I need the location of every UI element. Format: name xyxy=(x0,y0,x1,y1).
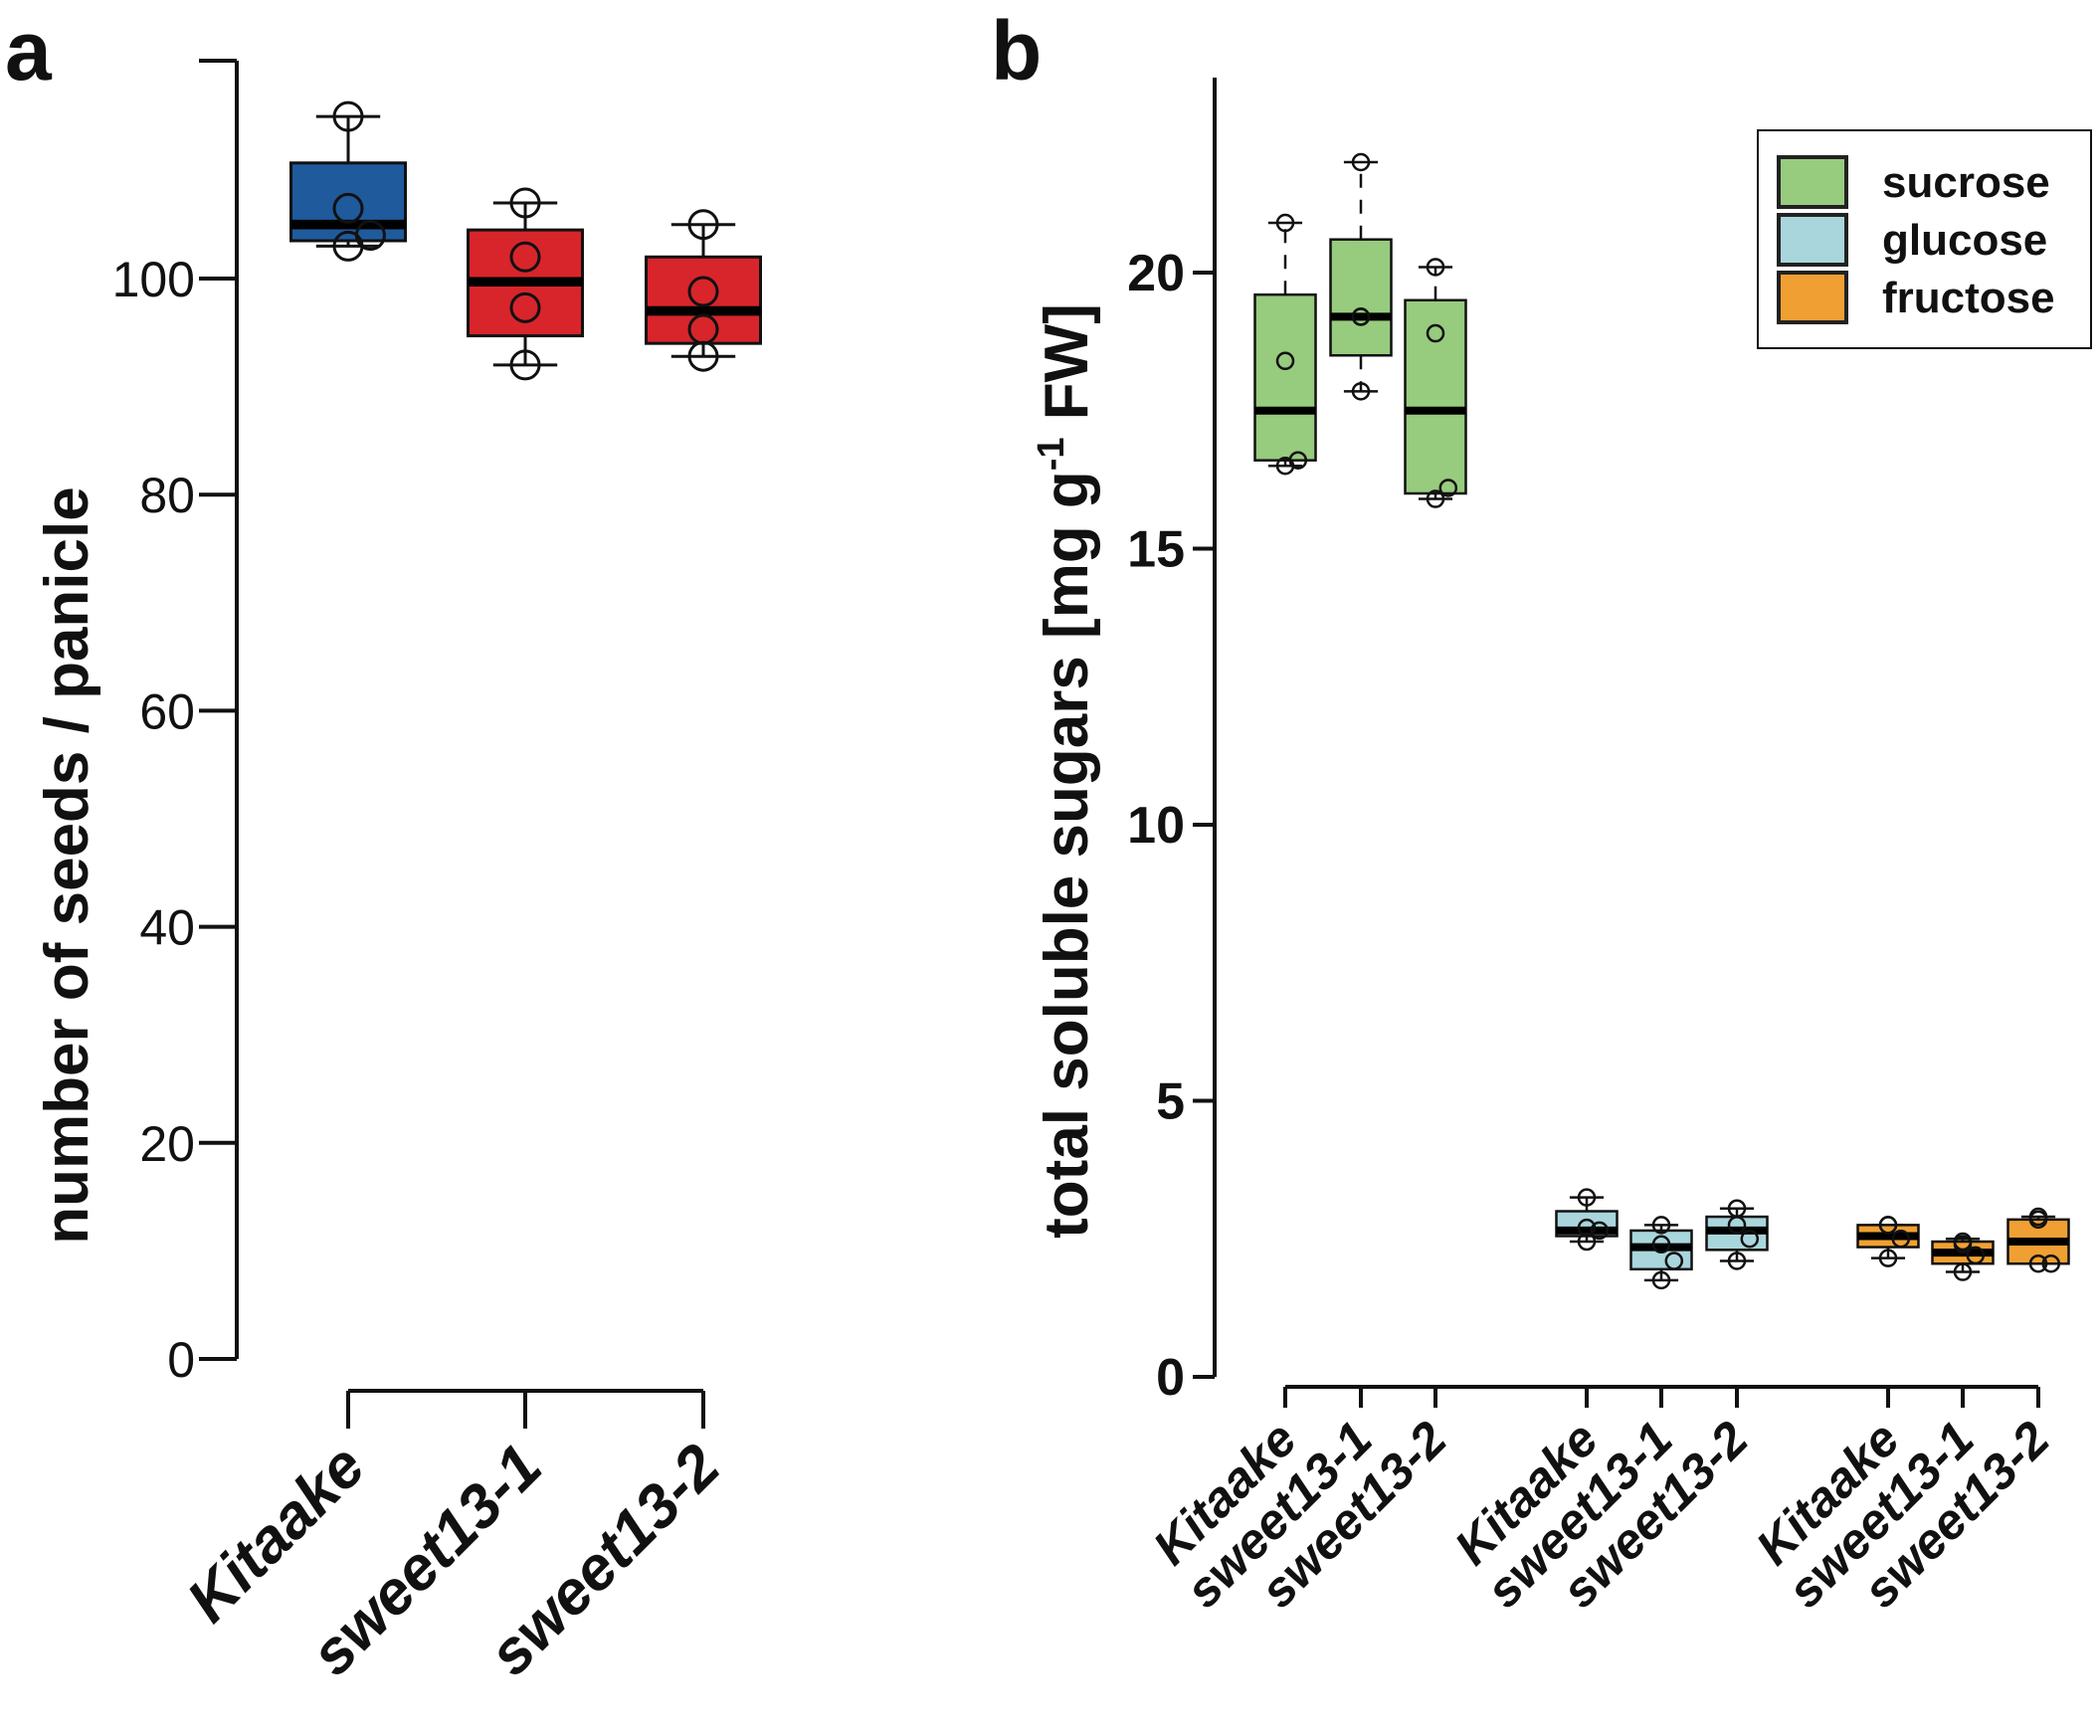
data-point xyxy=(1953,1262,1973,1281)
data-point xyxy=(1966,1246,1986,1265)
data-point xyxy=(509,291,541,323)
legend-swatch-fructose xyxy=(1777,271,1848,324)
data-point xyxy=(1740,1230,1760,1249)
data-point xyxy=(332,100,364,132)
data-point xyxy=(332,192,364,224)
data-point xyxy=(2041,1254,2061,1273)
data-point xyxy=(1351,152,1371,172)
box xyxy=(1404,298,1467,495)
legend: sucrose glucose fructose xyxy=(1757,129,2092,349)
box xyxy=(645,255,762,345)
data-point xyxy=(1577,1218,1597,1238)
data-point xyxy=(332,230,364,262)
legend-label-fructose: fructose xyxy=(1882,274,2055,322)
y-tick-label: 10 xyxy=(1127,797,1185,855)
data-point xyxy=(1438,479,1458,497)
legend-label-sucrose: sucrose xyxy=(1882,158,2050,207)
y-tick-label: 0 xyxy=(167,1332,195,1388)
y-axis-label-a: number of seeds / panicle xyxy=(33,486,101,1244)
data-point xyxy=(1351,382,1371,401)
data-point xyxy=(687,276,719,307)
y-tick-label: 60 xyxy=(139,683,195,739)
data-point xyxy=(1651,1216,1671,1235)
data-point xyxy=(1664,1252,1684,1270)
legend-label-glucose: glucose xyxy=(1882,216,2047,265)
y-tick-label: 5 xyxy=(1156,1073,1185,1131)
y-tick-label: 0 xyxy=(1156,1349,1185,1407)
data-point xyxy=(509,187,541,219)
data-point xyxy=(687,340,719,372)
y-tick-label: 20 xyxy=(1127,245,1185,302)
y-axis-label-b: total soluble sugars [mg g-1 FW] xyxy=(1031,303,1101,1239)
data-point xyxy=(2028,1210,2048,1230)
legend-swatch-sucrose xyxy=(1777,155,1848,209)
box xyxy=(1253,292,1317,462)
data-point xyxy=(687,209,719,241)
data-point xyxy=(1878,1249,1898,1267)
data-point xyxy=(1577,1188,1597,1207)
data-point xyxy=(2028,1254,2048,1273)
data-point xyxy=(1727,1216,1747,1235)
data-point xyxy=(1351,307,1371,326)
data-point xyxy=(1891,1230,1911,1249)
legend-swatch-glucose xyxy=(1777,213,1848,267)
panel-label-a: a xyxy=(5,4,53,97)
data-point xyxy=(1275,351,1295,371)
data-point xyxy=(1426,489,1445,508)
data-point xyxy=(509,241,541,273)
data-point xyxy=(1275,213,1295,233)
y-tick-label: 20 xyxy=(139,1116,195,1172)
y-tick-label: 40 xyxy=(139,900,195,956)
y-tick-label: 100 xyxy=(112,252,195,307)
y-tick-label: 80 xyxy=(139,468,195,523)
data-point xyxy=(1651,1270,1671,1290)
data-point xyxy=(1878,1216,1898,1235)
data-point xyxy=(1577,1232,1597,1252)
data-point xyxy=(1426,258,1445,277)
y-tick-label: 15 xyxy=(1127,521,1185,579)
panel-label-b: b xyxy=(991,4,1042,97)
data-point xyxy=(1426,323,1445,343)
box xyxy=(1329,238,1393,357)
data-point xyxy=(1727,1252,1747,1270)
data-point xyxy=(1590,1221,1610,1241)
data-point xyxy=(509,349,541,381)
data-point xyxy=(1651,1235,1671,1254)
data-point xyxy=(1275,457,1295,476)
data-point xyxy=(1953,1235,1973,1254)
